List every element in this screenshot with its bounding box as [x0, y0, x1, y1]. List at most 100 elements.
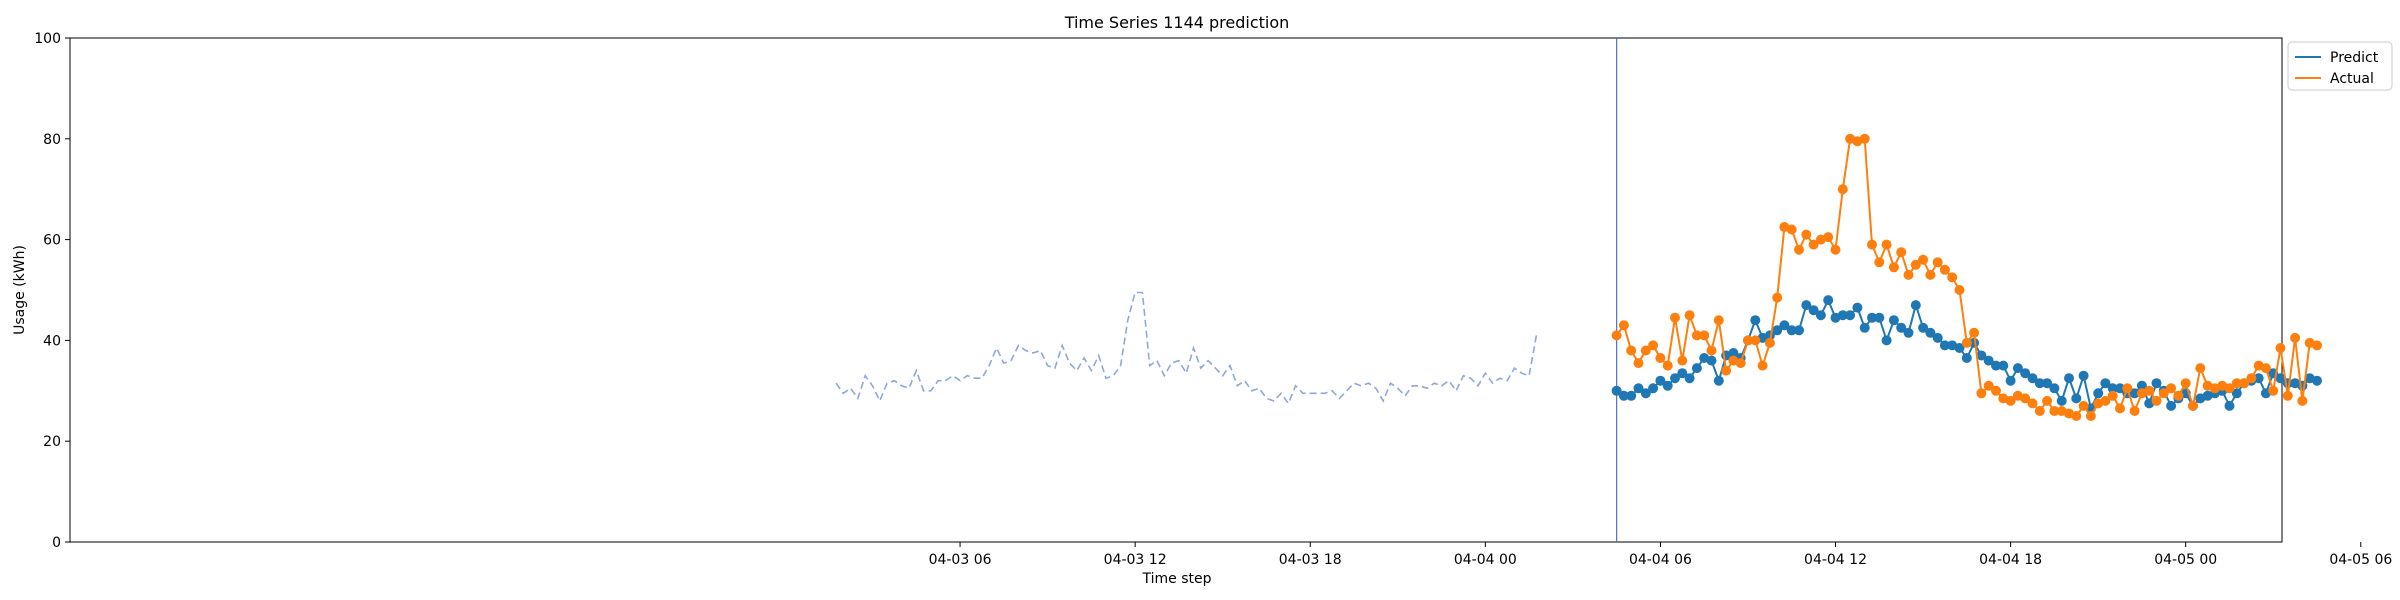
predict-point	[1859, 322, 1870, 333]
actual-point	[2085, 411, 2096, 421]
legend: Predict Actual	[2287, 41, 2393, 91]
actual-series	[1611, 133, 2322, 421]
actual-point	[1721, 365, 1732, 376]
predict-point	[2115, 383, 2125, 394]
predict-point	[1728, 348, 1739, 358]
actual-point	[1925, 269, 1936, 280]
actual-point	[1662, 360, 1673, 371]
actual-point	[2034, 406, 2045, 416]
predict-point	[1961, 353, 1972, 363]
actual-point	[2166, 383, 2177, 394]
predict-point	[2231, 388, 2242, 399]
y-tick-label: 80	[43, 132, 61, 148]
actual-point	[1969, 327, 1980, 338]
actual-point	[2173, 390, 2184, 401]
x-tick-label: 04-04 12	[1804, 552, 1867, 568]
actual-legend-label: Actual	[2330, 71, 2374, 87]
predict-point	[2049, 383, 2060, 394]
predict-point	[1670, 373, 1680, 384]
actual-point	[1655, 353, 1666, 363]
predict-point	[2071, 393, 2082, 404]
predict-point	[1648, 383, 1659, 394]
predict-point	[1845, 310, 1856, 321]
predict-point	[1640, 388, 1651, 399]
actual-point	[1684, 310, 1695, 321]
actual-point	[2027, 398, 2038, 409]
predict-point	[2136, 380, 2147, 391]
predict-point	[2253, 373, 2264, 384]
predict-point	[2312, 375, 2322, 386]
predict-legend-label: Predict	[2330, 50, 2379, 66]
predict-point	[2020, 368, 2031, 379]
predict-point	[1662, 380, 1673, 391]
actual-point	[1626, 345, 1637, 356]
predict-point	[1991, 360, 2001, 371]
predict-point	[1932, 332, 1943, 343]
actual-point	[2268, 385, 2279, 396]
predict-point	[1998, 360, 2009, 371]
x-tick-label: 04-04 00	[1454, 552, 1517, 568]
predict-point	[2297, 380, 2308, 391]
predict-point	[2100, 378, 2111, 389]
predict-point	[1954, 343, 1965, 353]
predict-point	[2151, 378, 2162, 389]
actual-point	[1808, 239, 1819, 250]
actual-point	[1743, 335, 1753, 346]
actual-point	[2275, 343, 2286, 353]
predict-point	[2093, 388, 2104, 399]
actual-point	[2290, 332, 2301, 343]
predict-point	[1633, 383, 1644, 394]
actual-point	[2129, 406, 2140, 416]
predict-point	[1918, 322, 1929, 333]
actual-point	[1859, 133, 1870, 144]
predict-point	[1983, 355, 1994, 366]
actual-point	[1837, 184, 1848, 195]
actual-point	[2239, 378, 2250, 389]
predict-point	[1684, 373, 1695, 384]
plot-frame	[69, 37, 2283, 543]
predict-point	[2107, 383, 2118, 394]
predict-point	[1823, 295, 1834, 306]
predict-point	[1655, 375, 1666, 386]
predict-point	[2056, 395, 2067, 406]
predict-point	[2012, 363, 2023, 374]
predict-point	[2005, 375, 2016, 386]
actual-point	[1939, 264, 1950, 275]
actual-point	[1991, 385, 2001, 396]
y-tick-label: 20	[43, 434, 61, 450]
predict-point	[1874, 312, 1885, 323]
y-tick-label: 100	[34, 31, 61, 47]
actual-point	[1648, 340, 1659, 351]
actual-point	[1874, 257, 1885, 268]
actual-point	[2005, 395, 2016, 406]
predict-point	[1786, 325, 1797, 336]
predict-point	[1925, 327, 1936, 338]
x-tick-label: 04-04 18	[1979, 552, 2042, 568]
predict-point	[1801, 300, 1812, 311]
actual-point	[2151, 395, 2162, 406]
predict-point	[1939, 340, 1950, 351]
predict-point	[1903, 327, 1914, 338]
actual-point	[1677, 355, 1688, 366]
predict-point	[2064, 373, 2074, 384]
actual-point	[2260, 363, 2271, 374]
actual-point	[1750, 335, 1761, 346]
x-tick-label: 04-03 12	[1104, 552, 1167, 568]
actual-point	[2224, 383, 2235, 394]
predict-point	[1779, 320, 1790, 331]
axes: 0 20 40 60 80 100 04-03 06 04-03 12 04-03 18 04-0…	[34, 31, 2392, 568]
x-tick-label: 04-04 06	[1629, 552, 1692, 568]
predict-point	[1677, 368, 1688, 379]
actual-point	[1640, 345, 1651, 356]
predict-point	[1611, 385, 1622, 396]
predict-point	[1976, 350, 1987, 361]
actual-point	[2122, 383, 2133, 394]
predict-series	[1611, 295, 2322, 414]
actual-point	[2107, 390, 2118, 401]
x-tick-label: 04-03 18	[1279, 552, 1342, 568]
actual-point	[2020, 393, 2031, 404]
history-series	[835, 291, 1538, 406]
predict-point	[1888, 315, 1899, 326]
x-tick-label: 04-05 06	[2329, 552, 2392, 568]
